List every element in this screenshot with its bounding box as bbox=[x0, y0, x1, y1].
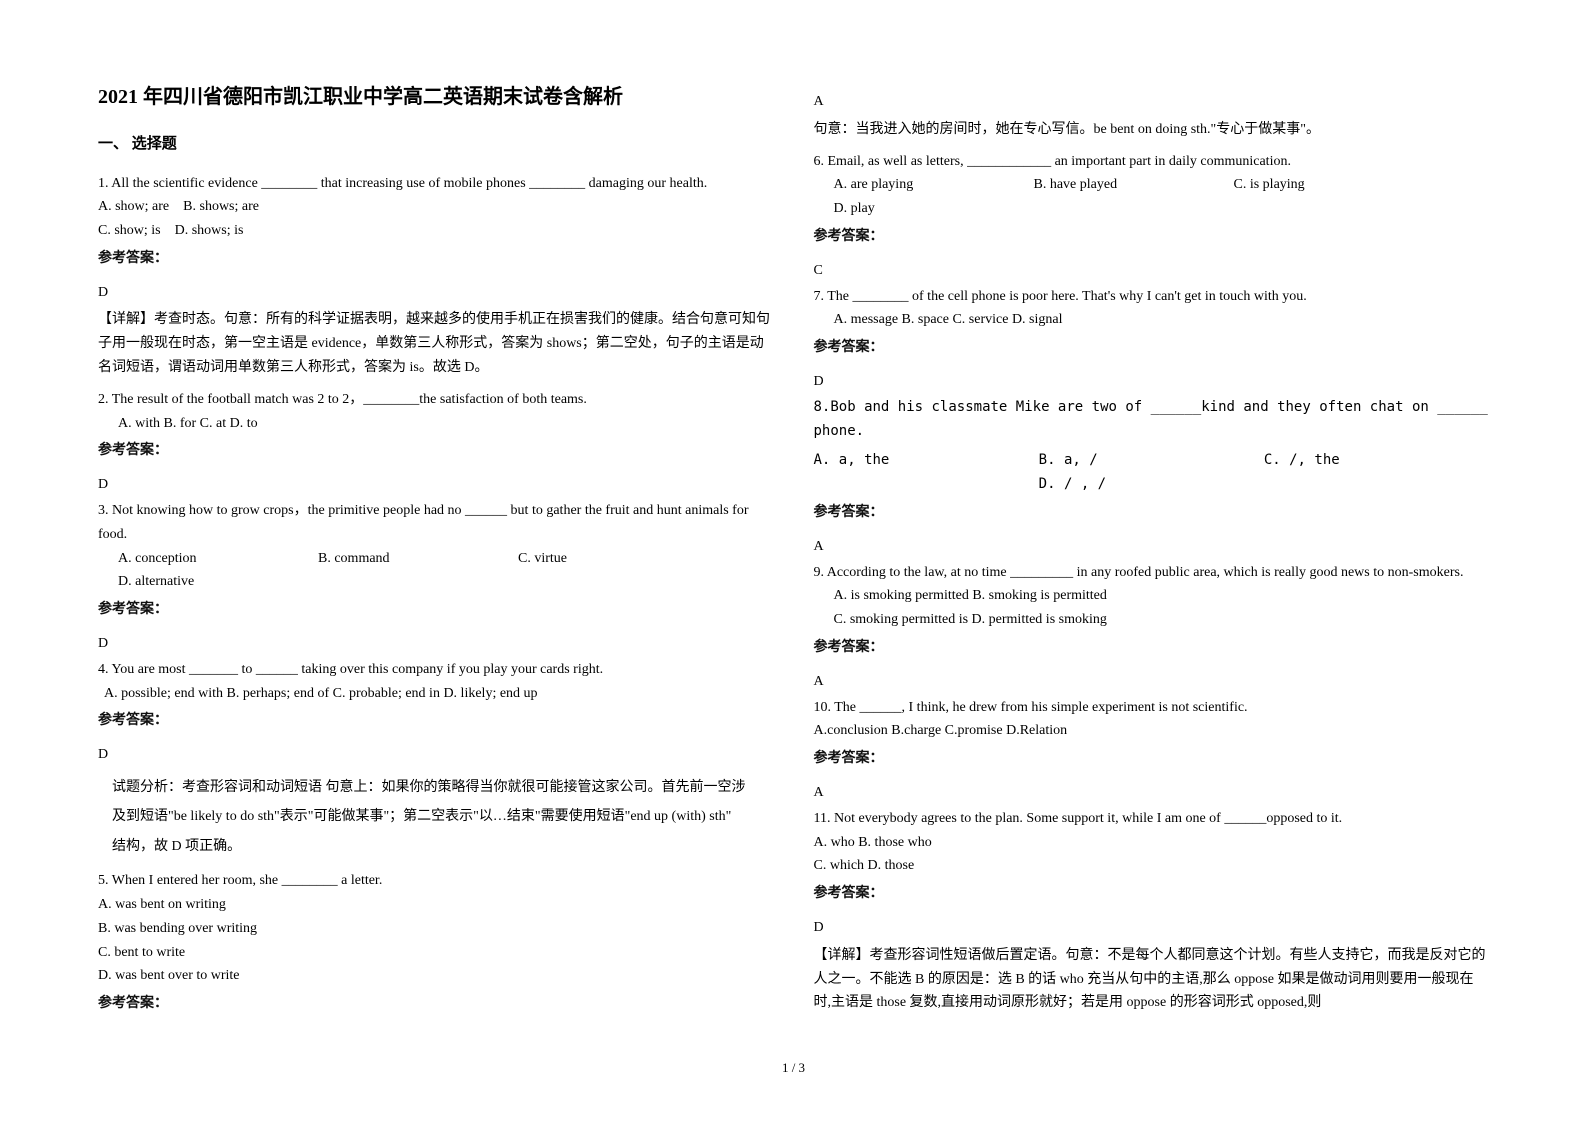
q10-answer: A bbox=[814, 781, 1490, 805]
q4-options: A. possible; end with B. perhaps; end of… bbox=[98, 682, 774, 706]
q11-text: 11. Not everybody agrees to the plan. So… bbox=[814, 807, 1490, 831]
q5-text: 5. When I entered her room, she ________… bbox=[98, 869, 774, 893]
q10-options: A.conclusion B.charge C.promise D.Relati… bbox=[814, 719, 1490, 743]
q1-option-row2: C. show; is D. shows; is bbox=[98, 219, 774, 243]
q1-option-d: D. shows; is bbox=[175, 223, 244, 238]
q4-text: 4. You are most _______ to ______ taking… bbox=[98, 658, 774, 682]
q3-option-c: C. virtue bbox=[518, 547, 718, 571]
page: 2021 年四川省德阳市凯江职业中学高二英语期末试卷含解析 一、 选择题 1. … bbox=[0, 0, 1587, 1043]
q11-options-ab: A. who B. those who bbox=[814, 831, 1490, 855]
q6-option-c: C. is playing bbox=[1234, 173, 1434, 197]
q11-answer: D bbox=[814, 916, 1490, 940]
q3-text: 3. Not knowing how to grow crops，the pri… bbox=[98, 499, 774, 547]
q8-option-a: A. a, the bbox=[814, 449, 1039, 473]
q6-option-a: A. are playing bbox=[834, 173, 1034, 197]
q8-answer: A bbox=[814, 535, 1490, 559]
q1-option-b: B. shows; are bbox=[183, 199, 259, 214]
q1-option-c: C. show; is bbox=[98, 223, 161, 238]
q4-analysis-line2: 及到短语"be likely to do sth"表示"可能做某事"；第二空表示… bbox=[112, 802, 774, 831]
q7-answer: D bbox=[814, 370, 1490, 394]
q6-answer: C bbox=[814, 259, 1490, 283]
q2-options: A. with B. for C. at D. to bbox=[98, 412, 774, 436]
page-footer: 1 / 3 bbox=[0, 1060, 1587, 1076]
left-column: 2021 年四川省德阳市凯江职业中学高二英语期末试卷含解析 一、 选择题 1. … bbox=[98, 80, 774, 1023]
q1-answer-label: 参考答案： bbox=[98, 247, 774, 271]
section-heading: 一、 选择题 bbox=[98, 132, 774, 158]
q1-option-a: A. show; are bbox=[98, 199, 169, 214]
q7-options: A. message B. space C. service D. signal bbox=[814, 308, 1490, 332]
q5-explanation: 句意：当我进入她的房间时，她在专心写信。be bent on doing sth… bbox=[814, 118, 1490, 142]
q6-options: A. are playing B. have played C. is play… bbox=[814, 173, 1490, 221]
q1-answer: D bbox=[98, 281, 774, 305]
q5-answer: A bbox=[814, 90, 1490, 114]
document-title: 2021 年四川省德阳市凯江职业中学高二英语期末试卷含解析 bbox=[98, 80, 774, 114]
q11-explanation: 【详解】考查形容词性短语做后置定语。句意：不是每个人都同意这个计划。有些人支持它… bbox=[814, 944, 1490, 1015]
q6-option-b: B. have played bbox=[1034, 173, 1234, 197]
q1-text: 1. All the scientific evidence ________ … bbox=[98, 172, 774, 196]
q2-answer: D bbox=[98, 473, 774, 497]
q5-answer-label: 参考答案： bbox=[98, 992, 774, 1016]
q5-option-c: C. bent to write bbox=[98, 941, 774, 965]
q8-options-row1: A. a, the B. a, / C. /, the bbox=[814, 449, 1490, 473]
q11-options-cd: C. which D. those bbox=[814, 854, 1490, 878]
q6-option-d: D. play bbox=[834, 197, 1034, 221]
q3-option-a: A. conception bbox=[118, 547, 318, 571]
q1-explanation: 【详解】考查时态。句意：所有的科学证据表明，越来越多的使用手机正在损害我们的健康… bbox=[98, 308, 774, 379]
q4-answer-label: 参考答案： bbox=[98, 709, 774, 733]
q9-answer-label: 参考答案： bbox=[814, 636, 1490, 660]
q9-answer: A bbox=[814, 670, 1490, 694]
q2-text: 2. The result of the football match was … bbox=[98, 388, 774, 412]
q8-text: 8.Bob and his classmate Mike are two of … bbox=[814, 396, 1490, 444]
q3-options: A. conception B. command C. virtue D. al… bbox=[98, 547, 774, 595]
q1-option-row1: A. show; are B. shows; are bbox=[98, 195, 774, 219]
q9-options-ab: A. is smoking permitted B. smoking is pe… bbox=[814, 584, 1490, 608]
q6-text: 6. Email, as well as letters, __________… bbox=[814, 150, 1490, 174]
q2-answer-label: 参考答案： bbox=[98, 439, 774, 463]
q10-answer-label: 参考答案： bbox=[814, 747, 1490, 771]
q9-options-cd: C. smoking permitted is D. permitted is … bbox=[814, 608, 1490, 632]
q10-text: 10. The ______, I think, he drew from hi… bbox=[814, 696, 1490, 720]
q9-text: 9. According to the law, at no time ____… bbox=[814, 561, 1490, 585]
q7-answer-label: 参考答案： bbox=[814, 336, 1490, 360]
right-column: A 句意：当我进入她的房间时，她在专心写信。be bent on doing s… bbox=[814, 80, 1490, 1023]
q8-option-d: D. / , / bbox=[1039, 473, 1264, 497]
q11-answer-label: 参考答案： bbox=[814, 882, 1490, 906]
q4-analysis-line3: 结构，故 D 项正确。 bbox=[112, 832, 774, 861]
q8-option-b: B. a, / bbox=[1039, 449, 1264, 473]
q3-option-d: D. alternative bbox=[118, 570, 318, 594]
q6-answer-label: 参考答案： bbox=[814, 225, 1490, 249]
q8-answer-label: 参考答案： bbox=[814, 501, 1490, 525]
q4-answer: D bbox=[98, 743, 774, 767]
q5-option-d: D. was bent over to write bbox=[98, 964, 774, 988]
q8-options-row2: D. / , / bbox=[814, 473, 1490, 497]
q7-text: 7. The ________ of the cell phone is poo… bbox=[814, 285, 1490, 309]
q8-option-c: C. /, the bbox=[1264, 449, 1489, 473]
q3-answer-label: 参考答案： bbox=[98, 598, 774, 622]
q3-answer: D bbox=[98, 632, 774, 656]
q3-option-b: B. command bbox=[318, 547, 518, 571]
q5-option-b: B. was bending over writing bbox=[98, 917, 774, 941]
q4-analysis: 试题分析：考查形容词和动词短语 句意上：如果你的策略得当你就很可能接管这家公司。… bbox=[98, 773, 774, 861]
q5-option-a: A. was bent on writing bbox=[98, 893, 774, 917]
q4-analysis-line1: 试题分析：考查形容词和动词短语 句意上：如果你的策略得当你就很可能接管这家公司。… bbox=[112, 773, 774, 802]
